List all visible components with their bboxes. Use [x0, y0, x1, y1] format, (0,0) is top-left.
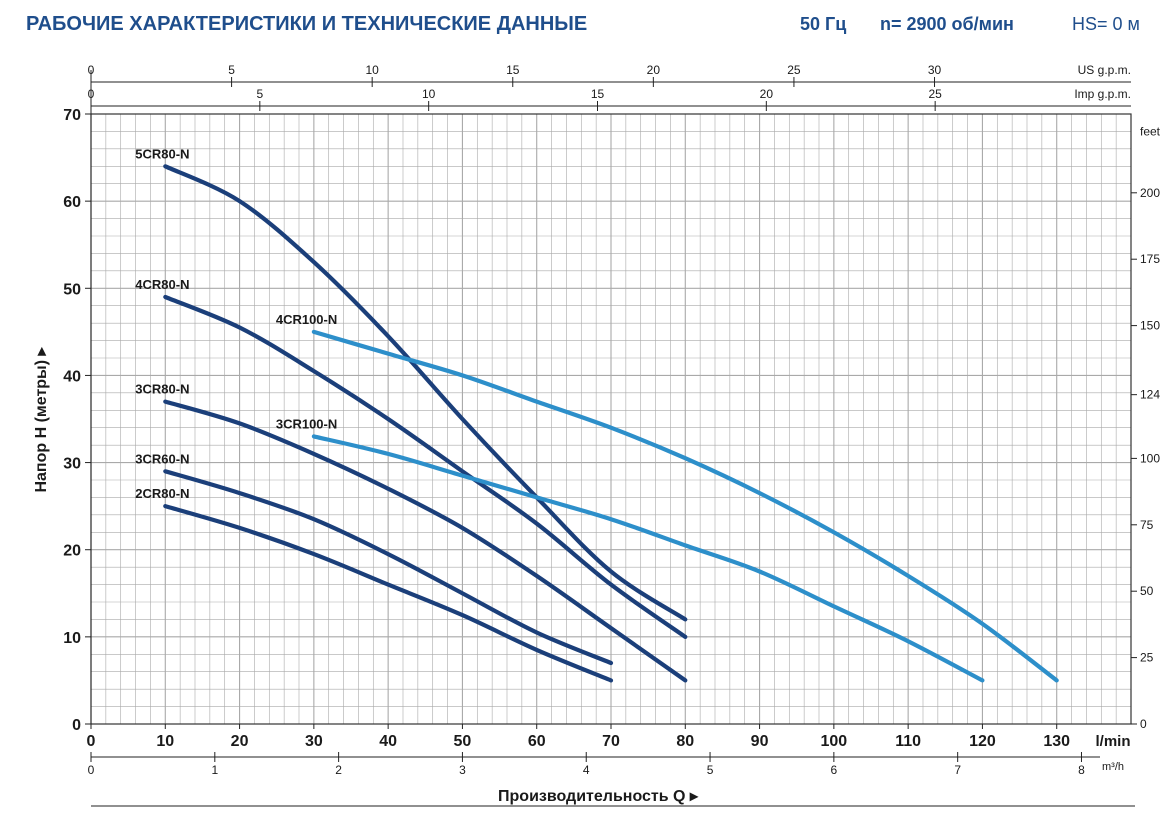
m3h-tick-label: 7 — [954, 763, 961, 777]
feet-tick-label: 25 — [1140, 651, 1154, 665]
impgpm-tick-label: 10 — [422, 87, 436, 101]
feet-tick-label: 200 — [1140, 186, 1160, 200]
series-label-3cr80-n: 3CR80-N — [135, 382, 189, 397]
x-tick-label: 40 — [379, 733, 397, 750]
y-tick-label: 30 — [63, 456, 81, 473]
usgpm-tick-label: 15 — [506, 63, 520, 77]
impgpm-tick-label: 15 — [591, 87, 605, 101]
series-line-4cr80-n — [163, 294, 688, 639]
series-label-4cr80-n: 4CR80-N — [135, 277, 189, 292]
impgpm-tick-label: 5 — [256, 87, 263, 101]
x-tick-label: 0 — [87, 733, 96, 750]
series-line-3cr100-n — [311, 434, 985, 683]
x-axis-title: Производительность Q ▸ — [498, 788, 699, 805]
y-tick-label: 40 — [63, 368, 81, 385]
series-line-3cr60-n — [163, 469, 614, 666]
y-tick-label: 10 — [63, 630, 81, 647]
series-label-2cr80-n: 2CR80-N — [135, 486, 189, 501]
usgpm-tick-label: 20 — [647, 63, 661, 77]
m3h-tick-label: 5 — [707, 763, 714, 777]
series-line-2cr80-n — [163, 504, 614, 683]
impgpm-tick-label: 0 — [88, 87, 95, 101]
usgpm-tick-label: 10 — [365, 63, 379, 77]
series-line-3cr80-n — [163, 399, 688, 683]
x-tick-label: 110 — [895, 733, 921, 750]
feet-tick-label: 100 — [1140, 451, 1160, 465]
x-tick-label: 50 — [454, 733, 472, 750]
x-tick-label: 120 — [969, 733, 996, 750]
y-tick-label: 70 — [63, 107, 81, 124]
m3h-tick-label: 3 — [459, 763, 466, 777]
usgpm-tick-label: 30 — [928, 63, 942, 77]
impgpm-tick-label: 20 — [760, 87, 774, 101]
x-tick-label: 10 — [156, 733, 174, 750]
usgpm-tick-label: 5 — [228, 63, 235, 77]
frequency-label: 50 Гц — [800, 14, 847, 34]
x-tick-label: 30 — [305, 733, 323, 750]
x-tick-label: 70 — [602, 733, 620, 750]
y-tick-label: 50 — [63, 281, 81, 298]
impgpm-tick-label: 25 — [928, 87, 942, 101]
page-title: РАБОЧИЕ ХАРАКТЕРИСТИКИ И ТЕХНИЧЕСКИЕ ДАН… — [26, 13, 588, 35]
series-line-5cr80-n — [163, 164, 688, 622]
m3h-tick-label: 0 — [88, 763, 95, 777]
x-tick-label: 60 — [528, 733, 546, 750]
series-label-4cr100-n: 4CR100-N — [276, 312, 337, 327]
m3h-tick-label: 4 — [583, 763, 590, 777]
x-tick-label: 80 — [676, 733, 694, 750]
feet-unit-label: feet — [1140, 124, 1161, 138]
m3h-tick-label: 8 — [1078, 763, 1085, 777]
impgpm-unit-label: Imp g.p.m. — [1074, 87, 1131, 101]
m3h-unit-label: m³/h — [1102, 761, 1124, 773]
x-tick-label: 90 — [751, 733, 769, 750]
feet-tick-label: 75 — [1140, 518, 1154, 532]
suction-height-label: HS= 0 м — [1072, 14, 1140, 34]
y-tick-label: 20 — [63, 543, 81, 560]
series-label-3cr100-n: 3CR100-N — [276, 416, 337, 431]
x-tick-label: 130 — [1043, 733, 1070, 750]
feet-tick-label: 175 — [1140, 252, 1160, 266]
feet-tick-label: 50 — [1140, 584, 1154, 598]
y-tick-label: 60 — [63, 194, 81, 211]
usgpm-tick-label: 0 — [88, 63, 95, 77]
x-tick-label: 100 — [821, 733, 848, 750]
series-label-3cr60-n: 3CR60-N — [135, 451, 189, 466]
feet-tick-label: 0 — [1140, 717, 1147, 731]
feet-tick-label: 124 — [1140, 388, 1160, 402]
m3h-tick-label: 1 — [211, 763, 218, 777]
m3h-tick-label: 2 — [335, 763, 342, 777]
y-tick-label: 0 — [72, 717, 81, 734]
usgpm-unit-label: US g.p.m. — [1078, 63, 1131, 77]
y-axis-title: Напор H (метры) ▸ — [33, 347, 50, 493]
series-label-5cr80-n: 5CR80-N — [135, 146, 189, 161]
series-line-4cr100-n — [311, 329, 1059, 683]
speed-label: n= 2900 об/мин — [880, 14, 1014, 34]
m3h-tick-label: 6 — [831, 763, 838, 777]
x-unit-label: l/min — [1095, 733, 1130, 750]
x-tick-label: 20 — [231, 733, 249, 750]
feet-tick-label: 150 — [1140, 319, 1160, 333]
usgpm-tick-label: 25 — [787, 63, 801, 77]
